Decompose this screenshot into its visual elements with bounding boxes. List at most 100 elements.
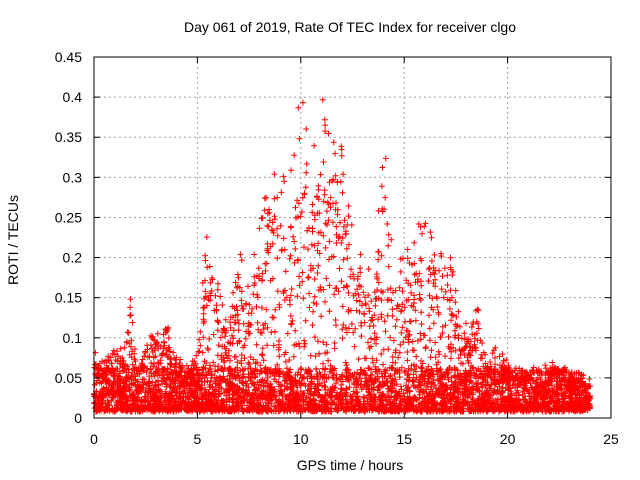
data-point	[224, 355, 231, 362]
data-point	[343, 386, 350, 393]
data-point	[479, 355, 486, 362]
data-point	[248, 310, 255, 317]
data-point	[142, 349, 149, 356]
data-point	[282, 268, 289, 275]
data-point	[264, 240, 271, 247]
data-point	[392, 349, 399, 356]
data-point	[466, 351, 473, 358]
chart-title: Day 061 of 2019, Rate Of TEC Index for r…	[184, 19, 516, 35]
data-point	[412, 317, 419, 324]
data-point	[446, 365, 452, 371]
data-point	[488, 381, 495, 388]
data-point	[261, 365, 268, 372]
data-point	[582, 395, 589, 402]
data-point	[298, 366, 305, 373]
data-point	[378, 183, 385, 190]
data-point	[274, 194, 281, 201]
data-point	[115, 353, 121, 360]
data-point	[549, 359, 556, 366]
data-point	[321, 383, 328, 390]
data-point	[240, 320, 247, 327]
data-point	[303, 169, 310, 176]
data-point	[375, 316, 381, 323]
data-point	[279, 246, 285, 253]
data-point	[345, 203, 352, 209]
data-point	[368, 335, 375, 342]
data-point	[360, 289, 367, 296]
data-point	[296, 273, 303, 280]
data-point	[106, 368, 113, 375]
data-point	[238, 257, 245, 264]
data-point	[556, 374, 563, 381]
data-point	[358, 378, 365, 385]
data-point	[202, 252, 209, 259]
data-point	[390, 337, 397, 344]
data-point	[411, 239, 418, 246]
data-point	[432, 276, 439, 283]
data-point	[315, 186, 322, 193]
data-point	[368, 317, 375, 324]
data-point	[509, 382, 516, 389]
data-point	[229, 391, 236, 398]
data-point	[370, 359, 377, 366]
data-point	[324, 349, 331, 356]
data-point	[345, 241, 352, 248]
data-point	[209, 274, 215, 281]
data-point	[425, 266, 432, 273]
data-point	[268, 227, 275, 233]
data-point	[293, 341, 300, 348]
data-point	[321, 191, 328, 198]
data-point	[272, 328, 278, 335]
data-point	[116, 368, 123, 375]
data-point	[404, 246, 411, 253]
data-point	[371, 376, 378, 383]
data-point	[257, 362, 264, 369]
data-point	[238, 352, 245, 358]
data-point	[219, 343, 226, 350]
data-point	[322, 244, 329, 251]
data-point	[561, 401, 568, 408]
data-point	[435, 359, 442, 366]
data-point	[127, 304, 134, 311]
data-point	[428, 258, 435, 264]
data-point	[365, 339, 371, 346]
data-point	[401, 304, 408, 311]
data-point	[215, 342, 222, 349]
data-point	[409, 338, 416, 345]
data-point	[387, 372, 394, 379]
data-point	[213, 302, 220, 309]
data-point	[438, 382, 445, 388]
data-point	[141, 353, 148, 360]
data-point	[343, 362, 350, 369]
data-point	[439, 273, 446, 280]
data-point	[101, 359, 108, 366]
data-point	[525, 390, 532, 397]
data-point	[292, 245, 299, 252]
data-point	[418, 282, 425, 289]
data-point	[401, 393, 408, 400]
data-point	[111, 379, 118, 386]
data-point	[382, 155, 389, 162]
data-point	[473, 318, 480, 325]
data-point	[291, 238, 298, 245]
data-point	[391, 371, 398, 377]
data-point	[295, 104, 302, 111]
data-point	[447, 287, 454, 294]
data-point	[234, 307, 241, 314]
data-point	[508, 395, 515, 402]
data-point	[340, 171, 347, 178]
data-point	[336, 376, 342, 383]
data-point	[253, 385, 260, 392]
data-point	[240, 408, 247, 415]
data-point	[431, 251, 438, 258]
data-point	[427, 354, 434, 361]
data-point	[203, 234, 210, 241]
data-point	[416, 376, 423, 383]
data-point	[306, 304, 313, 311]
data-point	[332, 285, 339, 292]
data-point	[314, 270, 321, 276]
data-point	[348, 321, 355, 327]
data-point	[446, 305, 453, 312]
data-point	[138, 360, 145, 367]
data-point	[276, 304, 283, 311]
